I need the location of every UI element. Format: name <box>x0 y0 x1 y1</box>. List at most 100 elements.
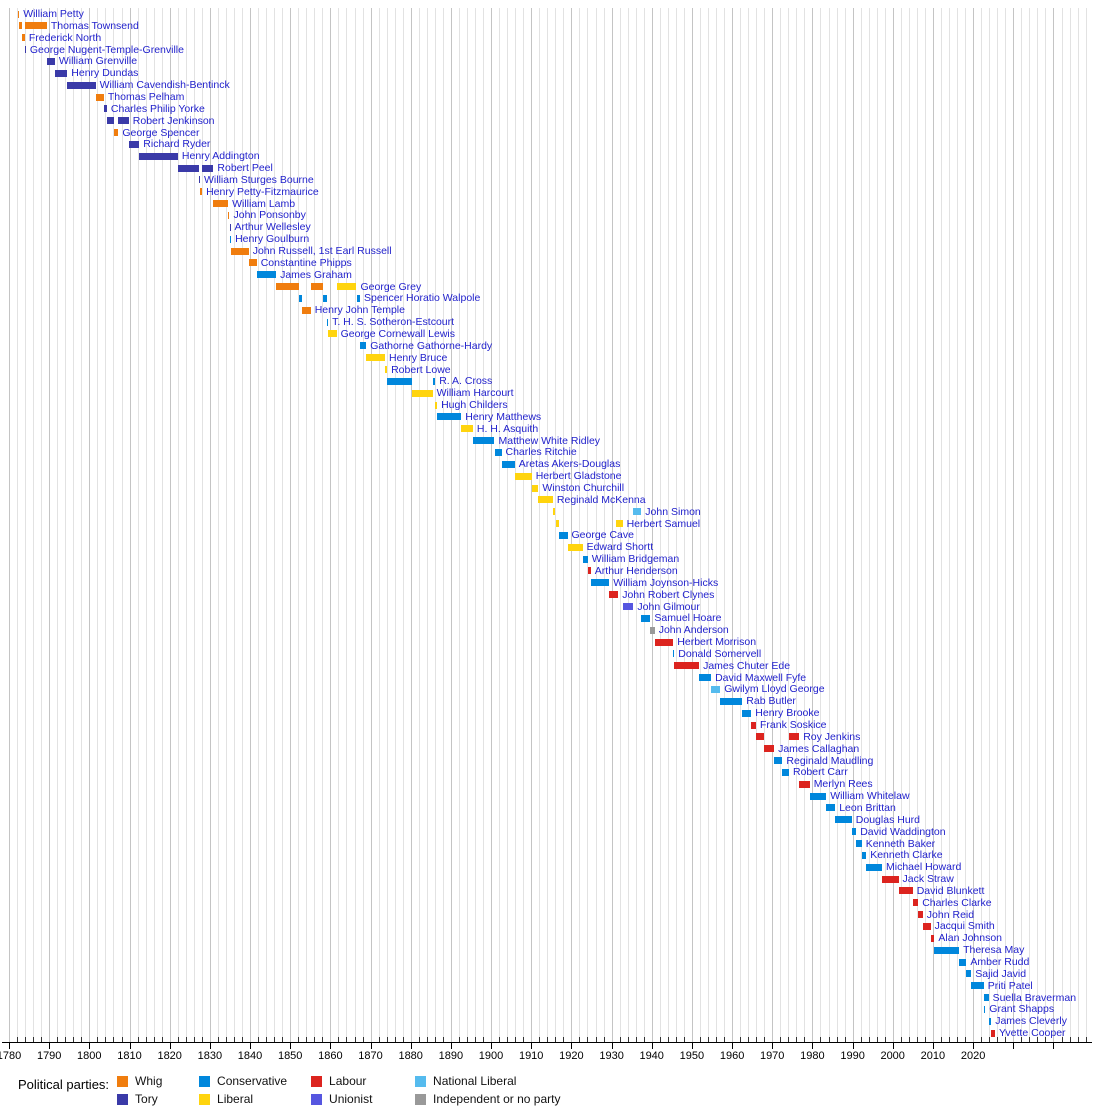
person-name-link[interactable]: Grant Shapps <box>989 1003 1055 1016</box>
person-name-link[interactable]: George Nugent-Temple-Grenville <box>29 43 184 56</box>
person-name-link[interactable]: William Joynson-Hicks <box>613 576 719 589</box>
person-name-link[interactable]: George Spencer <box>122 126 200 139</box>
person-name-link[interactable]: Priti Patel <box>987 979 1033 992</box>
person-name-link[interactable]: Robert Peel <box>217 162 273 174</box>
axis-tick-minor <box>868 1037 870 1042</box>
person-name-link[interactable]: Robert Lowe <box>391 363 451 376</box>
person-name-link[interactable]: Aretas Akers-Douglas <box>518 458 621 471</box>
term-bar <box>336 283 357 291</box>
person-name-link[interactable]: Frederick North <box>28 31 102 44</box>
person-name-link[interactable]: David Maxwell Fyfe <box>715 671 807 684</box>
term-bar <box>861 851 867 859</box>
person-name-link[interactable]: Robert Jenkinson <box>132 114 215 127</box>
person-name-link[interactable]: Michael Howard <box>886 861 962 874</box>
person-name-link[interactable]: James Callaghan <box>778 742 860 755</box>
person-name-link[interactable]: John Robert Clynes <box>622 588 715 601</box>
person-name-link[interactable]: T. H. S. Sotheron-Estcourt <box>332 316 455 329</box>
person-name-link[interactable]: Gwilym Lloyd George <box>724 683 825 696</box>
person-name-link[interactable]: William Whitelaw <box>830 790 910 803</box>
person-name-link[interactable]: James Cleverly <box>995 1015 1067 1028</box>
person-name-link[interactable]: Spencer Horatio Walpole <box>364 292 481 305</box>
person-name-link[interactable]: Sajid Javid <box>975 967 1027 980</box>
person-name-link[interactable]: Charles Clarke <box>922 896 992 909</box>
person-name-link[interactable]: John Gilmour <box>637 600 700 613</box>
person-name-link[interactable]: Alan Johnson <box>938 932 1003 945</box>
person-name-link[interactable]: Arthur Wellesley <box>234 221 311 234</box>
person-name-link[interactable]: Douglas Hurd <box>855 813 920 826</box>
person-name-link[interactable]: Suella Braverman <box>992 991 1077 1004</box>
person-name-link[interactable]: George Cornewall Lewis <box>340 327 455 340</box>
person-name-link[interactable]: Kenneth Clarke <box>870 849 943 862</box>
person-name-link[interactable]: Richard Ryder <box>143 138 211 151</box>
gridline-decade <box>1053 8 1055 1042</box>
person-name-link[interactable]: Reginald Maudling <box>786 754 874 767</box>
gridline-decade <box>9 8 10 1042</box>
person-name-link[interactable]: Herbert Morrison <box>677 636 757 648</box>
person-name-link[interactable]: Hugh Childers <box>441 399 508 412</box>
term-bar <box>582 555 588 563</box>
person-name-link[interactable]: Thomas Pelham <box>107 91 185 103</box>
person-name-link[interactable]: David Blunkett <box>916 884 985 897</box>
person-name-link[interactable]: Henry Brooke <box>755 707 820 720</box>
person-name-link[interactable]: Jack Straw <box>902 873 954 885</box>
person-name-link[interactable]: Robert Carr <box>793 766 848 779</box>
person-name-link[interactable]: Reginald McKenna <box>556 493 646 506</box>
person-name-link[interactable]: Arthur Henderson <box>594 564 678 577</box>
person-name-link[interactable]: Constantine Phipps <box>260 256 352 269</box>
person-name-link[interactable]: John Ponsonby <box>233 209 306 222</box>
gridline-minor <box>675 8 677 1042</box>
person-name-link[interactable]: Herbert Gladstone <box>535 470 622 483</box>
person-name-link[interactable]: John Russell, 1st Earl Russell <box>252 245 392 257</box>
person-name-link[interactable]: Winston Churchill <box>542 482 625 494</box>
person-name-link[interactable]: Theresa May <box>963 944 1025 957</box>
person-name-link[interactable]: William Bridgeman <box>591 553 680 566</box>
person-name-link[interactable]: John Reid <box>926 908 975 921</box>
person-name-link[interactable]: Henry Addington <box>181 150 260 163</box>
person-name-link[interactable]: R. A. Cross <box>439 375 493 388</box>
person-name-link[interactable]: George Cave <box>571 529 634 542</box>
person-name-link[interactable]: Henry Bruce <box>389 351 448 364</box>
person-name-link[interactable]: Matthew White Ridley <box>498 434 601 447</box>
person-name-link[interactable]: James Chuter Ede <box>703 659 791 672</box>
person-name-link[interactable]: Edward Shortt <box>586 541 654 554</box>
person-name-link[interactable]: Merlyn Rees <box>813 778 873 791</box>
person-name-link[interactable]: Henry Petty-Fitzmaurice <box>206 185 319 198</box>
term-bar <box>587 567 591 575</box>
person-name-link[interactable]: Samuel Hoare <box>654 612 722 625</box>
person-name-link[interactable]: John Simon <box>645 505 701 518</box>
axis-tick-label: 1780 <box>0 1050 22 1062</box>
axis-tick-minor <box>756 1037 758 1042</box>
person-name-link[interactable]: Gathorne Gathorne-Hardy <box>370 339 493 352</box>
person-name-link[interactable]: Leon Brittan <box>839 801 896 814</box>
person-name-link[interactable]: William Sturges Bourne <box>204 173 314 186</box>
person-name-link[interactable]: Yvette Cooper <box>999 1027 1066 1040</box>
person-name-link[interactable]: William Cavendish-Bentinck <box>99 79 230 92</box>
person-name-link[interactable]: Amber Rudd <box>970 956 1030 968</box>
gridline-minor <box>442 8 444 1042</box>
person-name-link[interactable]: David Waddington <box>860 825 946 838</box>
person-name-link[interactable]: Frank Soskice <box>760 719 827 731</box>
person-name-link[interactable]: John Anderson <box>658 624 729 637</box>
axis-tick-minor <box>185 1037 187 1042</box>
person-name-link[interactable]: Thomas Townsend <box>50 19 139 32</box>
person-name-link[interactable]: Donald Somervell <box>678 647 762 660</box>
person-name-link[interactable]: Charles Ritchie <box>505 446 577 459</box>
person-name-link[interactable]: Charles Philip Yorke <box>110 102 205 115</box>
person-name-link[interactable]: Kenneth Baker <box>865 837 936 850</box>
person-name-link[interactable]: Henry Matthews <box>465 410 542 423</box>
person-name-link[interactable]: H. H. Asquith <box>476 422 539 435</box>
person-name-link[interactable]: George Grey <box>360 280 422 293</box>
axis-tick-label: 1800 <box>77 1050 102 1062</box>
person-name-link[interactable]: Henry John Temple <box>314 304 405 317</box>
person-name-link[interactable]: Rab Butler <box>746 695 796 708</box>
person-name-link[interactable]: William Petty <box>23 8 84 20</box>
person-name-link[interactable]: William Harcourt <box>436 387 514 400</box>
person-name-link[interactable]: James Graham <box>280 268 352 281</box>
person-name-link[interactable]: Jacqui Smith <box>934 920 995 933</box>
person-name-link[interactable]: Roy Jenkins <box>803 730 861 743</box>
person-name-link[interactable]: William Grenville <box>58 55 138 68</box>
person-name-link[interactable]: Herbert Samuel <box>626 517 701 530</box>
person-name-link[interactable]: Henry Goulburn <box>235 233 310 246</box>
person-name-link[interactable]: Henry Dundas <box>71 67 139 80</box>
person-name-link[interactable]: William Lamb <box>232 197 296 210</box>
